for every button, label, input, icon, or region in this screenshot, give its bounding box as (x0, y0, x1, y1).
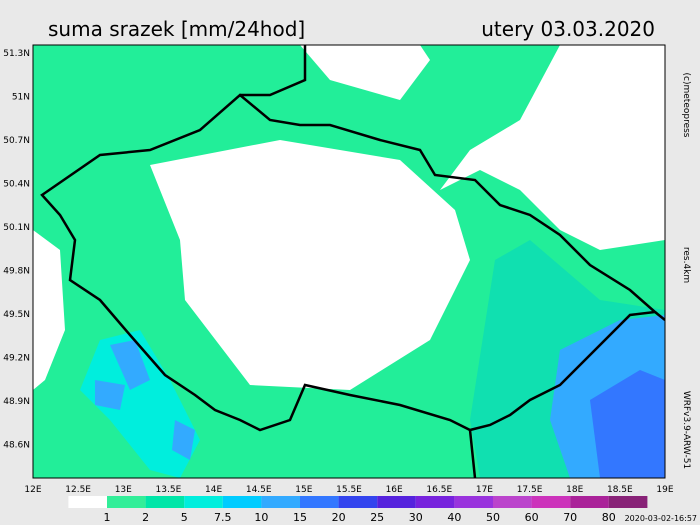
legend-label: 1 (104, 511, 111, 524)
lat-label: 50.1N (3, 223, 30, 233)
legend-label: 70 (563, 511, 577, 524)
legend-swatch (338, 496, 378, 508)
legend-swatch (107, 496, 146, 508)
lat-label: 49.5N (3, 310, 30, 320)
lon-label: 14.5E (246, 485, 272, 495)
legend-label: 7.5 (214, 511, 232, 524)
lon-label: 12.5E (65, 485, 91, 495)
legend-swatch (454, 496, 493, 508)
lon-label: 15E (295, 485, 312, 495)
lon-label: 19E (656, 485, 673, 495)
lat-label: 50.4N (3, 180, 30, 190)
timestamp: 2020-03-02-16:57 (625, 514, 697, 523)
model: WRFv3.9-ARW-51 (681, 391, 691, 469)
legend-label: 50 (486, 511, 500, 524)
lat-label: 48.9N (3, 397, 30, 407)
lon-label: 16E (386, 485, 403, 495)
legend-swatch (222, 496, 262, 508)
date: utery 03.03.2020 (481, 17, 655, 41)
legend-label: 5 (181, 511, 188, 524)
legend-swatch (608, 496, 648, 508)
dry-area (33, 230, 65, 390)
rain-area (95, 340, 195, 460)
legend-label: 20 (332, 511, 346, 524)
legend-label: 30 (409, 511, 423, 524)
legend-swatch (531, 496, 571, 508)
border (40, 93, 658, 432)
lon-label: 18E (566, 485, 583, 495)
map-frame (32, 44, 666, 479)
legend-label: 15 (293, 511, 307, 524)
legend-swatch (68, 496, 107, 508)
lon-label: 12E (24, 485, 41, 495)
resolution: res.4km (681, 247, 691, 283)
lon-label: 17E (476, 485, 493, 495)
legend-swatch (415, 496, 455, 508)
legend-swatch (184, 496, 223, 508)
lon-label: 17.5E (517, 485, 543, 495)
lon-label: 15.5E (336, 485, 362, 495)
legend-label: 2 (142, 511, 149, 524)
legend-label: 40 (447, 511, 461, 524)
map (33, 45, 665, 478)
legend-label: 60 (525, 511, 539, 524)
border (240, 45, 665, 478)
legend-swatch (493, 496, 532, 508)
legend-swatch (570, 496, 609, 508)
copyright: (c)meteopress (681, 73, 691, 138)
legend-label: 80 (602, 511, 616, 524)
legend-swatch (300, 496, 339, 508)
lat-label: 48.6N (3, 441, 30, 451)
legend-label: 25 (370, 511, 384, 524)
legend-label: 10 (254, 511, 268, 524)
rain-area (590, 370, 665, 478)
dry-area (150, 140, 470, 390)
lon-label: 16.5E (426, 485, 452, 495)
lat-label: 49.2N (3, 354, 30, 364)
dry-area (440, 45, 665, 250)
lat-label: 50.7N (3, 136, 30, 146)
lon-label: 18.5E (607, 485, 633, 495)
lon-label: 13E (115, 485, 132, 495)
lon-label: 13.5E (156, 485, 182, 495)
lat-label: 51.3N (3, 49, 30, 59)
legend-swatch (261, 496, 300, 508)
title: suma srazek [mm/24hod] (48, 17, 305, 41)
lat-label: 51N (12, 93, 30, 103)
dry-area (300, 45, 430, 100)
lon-label: 14E (205, 485, 222, 495)
rain-area (80, 330, 200, 478)
lat-label: 49.8N (3, 267, 30, 277)
legend-swatch (145, 496, 185, 508)
legend-swatch (377, 496, 416, 508)
